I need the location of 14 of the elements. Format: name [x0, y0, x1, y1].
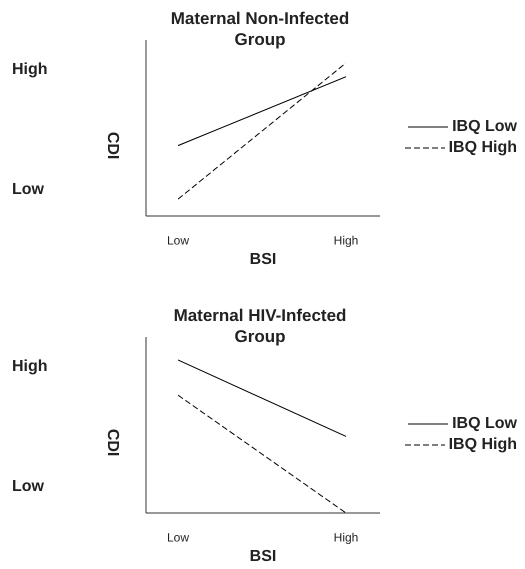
x-axis-title: BSI [250, 251, 276, 268]
chart-title: Maternal Non-Infected Group [170, 8, 350, 50]
y-axis-title: CDI [104, 428, 121, 456]
legend-label: IBQ Low [452, 118, 517, 136]
category-label: High [12, 358, 48, 375]
legend-label: IBQ Low [452, 414, 517, 432]
category-label: High [12, 60, 48, 78]
category-label: Low [12, 478, 44, 495]
legend-label: IBQ High [448, 436, 517, 454]
y-axis-title: CDI [104, 132, 121, 160]
category-label: Low [12, 180, 44, 198]
legend-label: IBQ High [448, 138, 517, 156]
chart-title: Maternal HIV-Infected Group [172, 305, 348, 347]
x-axis-title: BSI [250, 548, 276, 565]
